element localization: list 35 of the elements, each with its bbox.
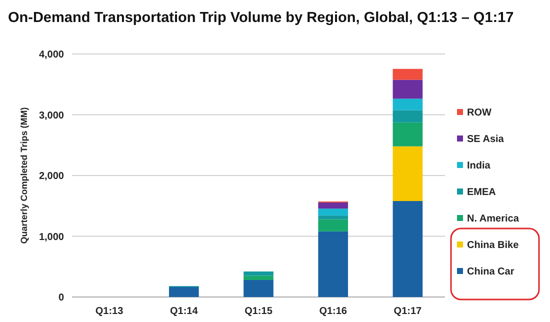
x-tick-label: Q1:13	[95, 306, 124, 317]
legend-label: EMEA	[467, 187, 496, 198]
bar	[392, 122, 423, 146]
bar	[318, 219, 348, 232]
bar	[392, 68, 423, 80]
legend-label: ROW	[467, 108, 492, 118]
y-tick-label: 4,000	[38, 50, 64, 60]
legend-label: SE Asia	[467, 134, 504, 145]
bar	[244, 280, 274, 297]
y-tick-label: 2,000	[38, 171, 64, 182]
x-tick-label: Q1:14	[170, 306, 198, 317]
legend-label: India	[467, 160, 491, 172]
bar	[244, 276, 274, 280]
bar	[392, 201, 423, 297]
bar	[318, 216, 348, 220]
bar	[168, 286, 199, 297]
y-tick-label: 0	[58, 292, 64, 304]
bar	[244, 271, 274, 276]
y-tick-label: 1,000	[38, 232, 64, 243]
y-axis-title: Quarterly Completed Trips (MM)	[19, 107, 29, 244]
bar	[318, 231, 348, 297]
y-tick-label: 3,000	[38, 110, 64, 122]
bar	[318, 202, 348, 209]
x-tick-label: Q1:17	[394, 306, 422, 317]
bar	[392, 146, 423, 202]
x-tick-label: Q1:15	[244, 306, 273, 317]
x-tick-label: Q1:16	[319, 306, 348, 317]
legend-label: N. America	[467, 214, 520, 224]
legend-label: China Car	[467, 266, 514, 278]
bar	[392, 98, 423, 110]
bar	[392, 80, 423, 99]
chart-title: On-Demand Transportation Trip Volume by Region, Global, Q1:13 – Q1:17	[8, 10, 514, 26]
legend-label: China Bike	[467, 240, 520, 251]
bar	[318, 208, 348, 216]
bar	[392, 110, 423, 122]
